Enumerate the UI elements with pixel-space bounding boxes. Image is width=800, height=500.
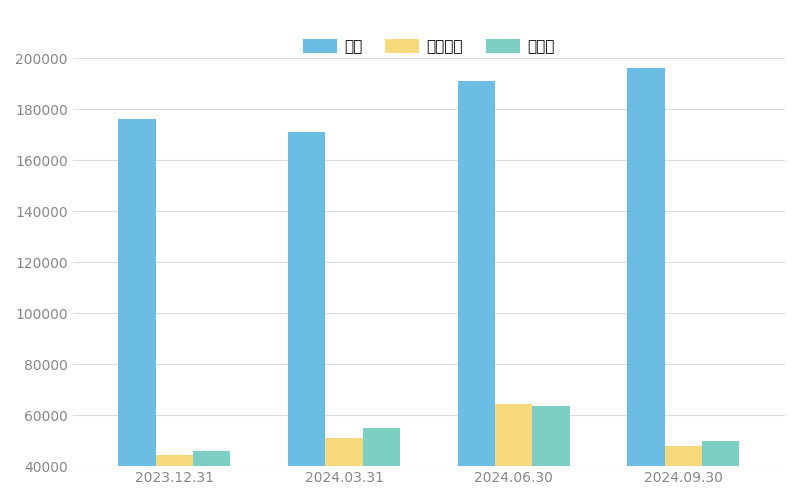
Bar bbox=[326, 438, 362, 500]
Bar bbox=[193, 451, 230, 500]
Bar bbox=[458, 81, 495, 500]
Bar bbox=[532, 406, 570, 500]
Bar bbox=[665, 446, 702, 500]
Bar bbox=[288, 132, 326, 500]
Bar bbox=[702, 440, 739, 500]
Bar bbox=[118, 120, 156, 500]
Legend: 매출, 영업이익, 순이익: 매출, 영업이익, 순이익 bbox=[297, 33, 561, 60]
Bar bbox=[156, 454, 193, 500]
Bar bbox=[495, 404, 532, 500]
Bar bbox=[362, 428, 400, 500]
Bar bbox=[627, 68, 665, 500]
